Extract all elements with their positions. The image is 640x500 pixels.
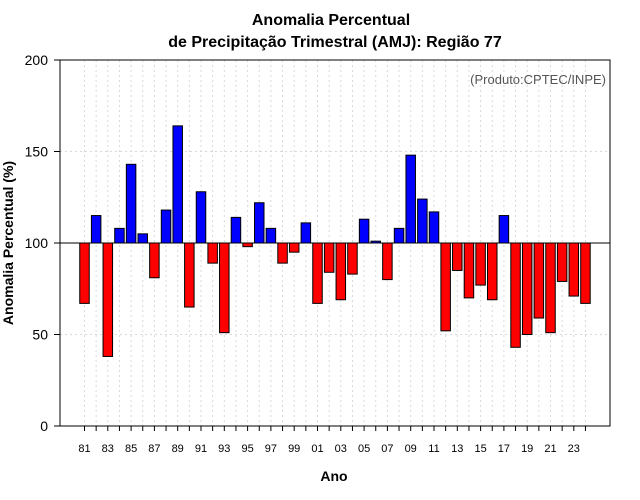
bar-09: [405, 154, 416, 244]
bar-17: [498, 215, 510, 244]
bar-01: [312, 242, 323, 304]
x-tick-label-19: 19: [521, 443, 533, 455]
x-tick-label-11: 11: [428, 443, 439, 455]
bar-11: [428, 211, 440, 244]
bar-81: [79, 242, 90, 304]
bar-08: [393, 227, 405, 244]
y-tick-label-150: 150: [25, 144, 49, 160]
x-tick-label-17: 17: [498, 443, 510, 455]
bar-82: [90, 215, 102, 244]
y-tick-label-0: 0: [40, 418, 48, 434]
x-tick-label-05: 05: [358, 443, 370, 455]
x-tick-label-03: 03: [335, 443, 347, 455]
bar-20: [533, 242, 545, 319]
bar-18: [510, 242, 521, 348]
bar-10: [417, 198, 428, 244]
x-tick-label-13: 13: [451, 443, 463, 455]
y-tick-label-50: 50: [32, 327, 48, 343]
x-tick-label-99: 99: [288, 443, 300, 455]
bar-04: [347, 242, 358, 275]
chart-title-line2: de Precipitação Trimestral (AMJ): Região…: [168, 34, 502, 51]
x-tick-label-93: 93: [218, 443, 230, 455]
grid: [60, 60, 610, 426]
bar-16: [487, 242, 498, 301]
bar-92: [207, 242, 218, 264]
bar-13: [452, 242, 463, 271]
bar-84: [114, 227, 125, 244]
bar-07: [382, 242, 393, 281]
y-axis: 0 50 100 150 200: [25, 52, 60, 434]
x-tick-label-09: 09: [405, 443, 417, 455]
x-tick-label-95: 95: [241, 443, 253, 455]
x-axis: 81 83 85 87 89 91 93 95 97 99 01 03 05 07 09 11 13 15 17 19…: [78, 426, 586, 455]
bar-93: [219, 242, 230, 334]
bar-02: [323, 242, 335, 273]
x-tick-label-01: 01: [311, 443, 323, 455]
bar-97: [265, 227, 277, 244]
x-tick-label-85: 85: [125, 443, 137, 455]
x-axis-label: Ano: [320, 468, 347, 484]
bar-21: [545, 242, 556, 334]
bar-98: [277, 242, 288, 264]
x-tick-label-23: 23: [568, 443, 580, 455]
x-tick-label-91: 91: [195, 443, 207, 455]
x-tick-label-21: 21: [544, 443, 556, 455]
credit-label: (Produto:CPTEC/INPE): [470, 72, 606, 87]
bars: [79, 125, 591, 357]
bar-90: [184, 242, 195, 308]
bar-87: [149, 242, 160, 279]
bar-91: [195, 191, 207, 244]
bar-83: [102, 242, 114, 357]
y-axis-label: Anomalia Percentual (%): [0, 161, 16, 325]
x-tick-label-07: 07: [381, 443, 393, 455]
x-tick-label-89: 89: [172, 443, 184, 455]
bar-05: [358, 218, 370, 244]
y-tick-label-200: 200: [25, 52, 49, 68]
bar-99: [288, 242, 300, 253]
chart-title-line1: Anomalia Percentual: [252, 12, 410, 29]
bar-85: [125, 163, 137, 244]
bar-03: [335, 242, 347, 301]
x-tick-label-81: 81: [78, 443, 90, 455]
bar-94: [230, 216, 242, 244]
bar-86: [137, 233, 148, 244]
bar-15: [475, 242, 486, 286]
bar-19: [521, 242, 533, 335]
x-tick-label-83: 83: [102, 443, 114, 455]
bar-95: [242, 242, 253, 248]
bar-23: [568, 242, 580, 297]
x-tick-label-15: 15: [474, 443, 486, 455]
y-tick-label-100: 100: [25, 235, 49, 251]
bar-12: [440, 242, 451, 332]
bar-24: [580, 242, 591, 304]
bar-88: [160, 209, 172, 244]
x-tick-label-97: 97: [265, 443, 277, 455]
bar-00: [300, 222, 312, 244]
bar-96: [254, 202, 265, 244]
bar-22: [556, 242, 568, 282]
bar-14: [463, 242, 475, 299]
bar-89: [172, 125, 183, 244]
x-tick-label-87: 87: [148, 443, 160, 455]
